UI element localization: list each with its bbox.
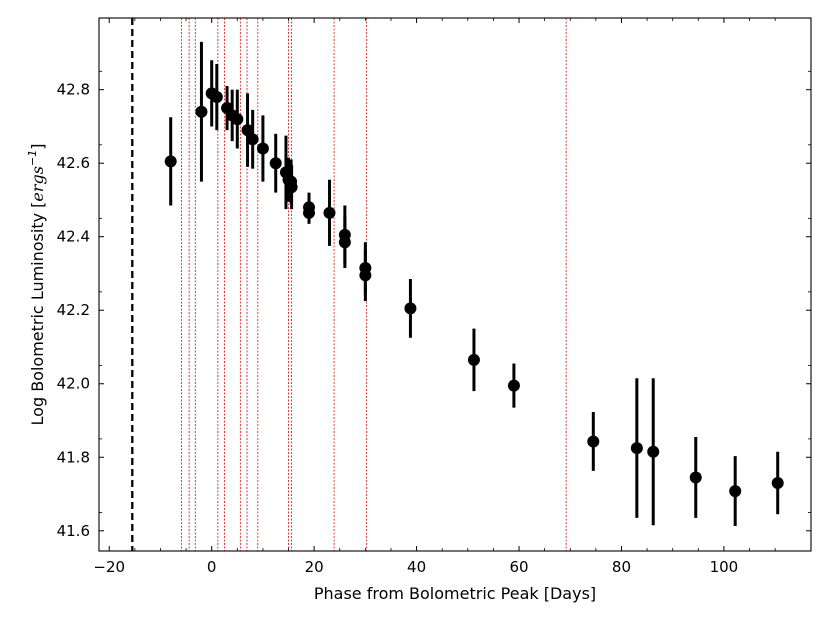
data-point-14 (285, 181, 298, 194)
y-tick-label-3: 42.2 (57, 301, 90, 319)
y-tick-label-2: 42.0 (57, 375, 90, 393)
data-point-19 (338, 236, 351, 249)
y-axis-label-main: Log Bolometric Luminosity [ (28, 202, 47, 426)
x-tick-label-0: −20 (93, 558, 125, 576)
x-tick-label-2: 20 (305, 558, 324, 576)
x-tick-label-5: 80 (612, 558, 631, 576)
x-tick-label-6: 100 (710, 558, 739, 576)
data-point-22 (404, 302, 417, 315)
y-axis-label-superscript: −1 (26, 150, 39, 166)
y-tick-label-4: 42.4 (57, 228, 90, 246)
y-axis-label-unit: ergs (28, 166, 47, 202)
data-point-25 (587, 435, 600, 448)
y-tick-label-1: 41.8 (57, 448, 90, 466)
data-point-27 (647, 445, 660, 458)
y-axis-label: Log Bolometric Luminosity [ergs−1] (26, 144, 47, 426)
y-axis-label-end: ] (28, 144, 47, 150)
axis-ticks-layer: −20 0 20 40 60 80 100 41.6 41.8 42.0 42.2 42.4 42.6 4… (57, 18, 811, 576)
data-point-24 (507, 379, 520, 392)
data-point-10 (269, 157, 282, 170)
x-tick-label-1: 0 (207, 558, 217, 576)
error-bars-layer (169, 41, 780, 527)
y-tick-label-6: 42.8 (57, 81, 90, 99)
data-point-28 (689, 471, 702, 484)
data-point-3 (210, 91, 223, 104)
x-axis-label: Phase from Bolometric Peak [Days] (314, 584, 596, 603)
data-point-6 (231, 113, 244, 126)
data-point-23 (467, 353, 480, 366)
data-point-17 (323, 206, 336, 219)
data-point-21 (359, 269, 372, 282)
data-point-30 (771, 476, 784, 489)
data-point-1 (195, 105, 208, 118)
data-point-8 (246, 133, 259, 146)
data-point-26 (630, 442, 643, 455)
data-points-layer (164, 87, 784, 498)
y-tick-label-5: 42.6 (57, 154, 90, 172)
data-point-0 (164, 155, 177, 168)
plot-frame (98, 17, 812, 552)
x-tick-label-3: 40 (407, 558, 426, 576)
data-point-7 (241, 124, 254, 137)
x-tick-label-4: 60 (509, 558, 528, 576)
data-point-16 (303, 206, 316, 219)
data-point-29 (729, 485, 742, 498)
y-tick-label-0: 41.6 (57, 522, 90, 540)
data-point-9 (256, 142, 269, 155)
